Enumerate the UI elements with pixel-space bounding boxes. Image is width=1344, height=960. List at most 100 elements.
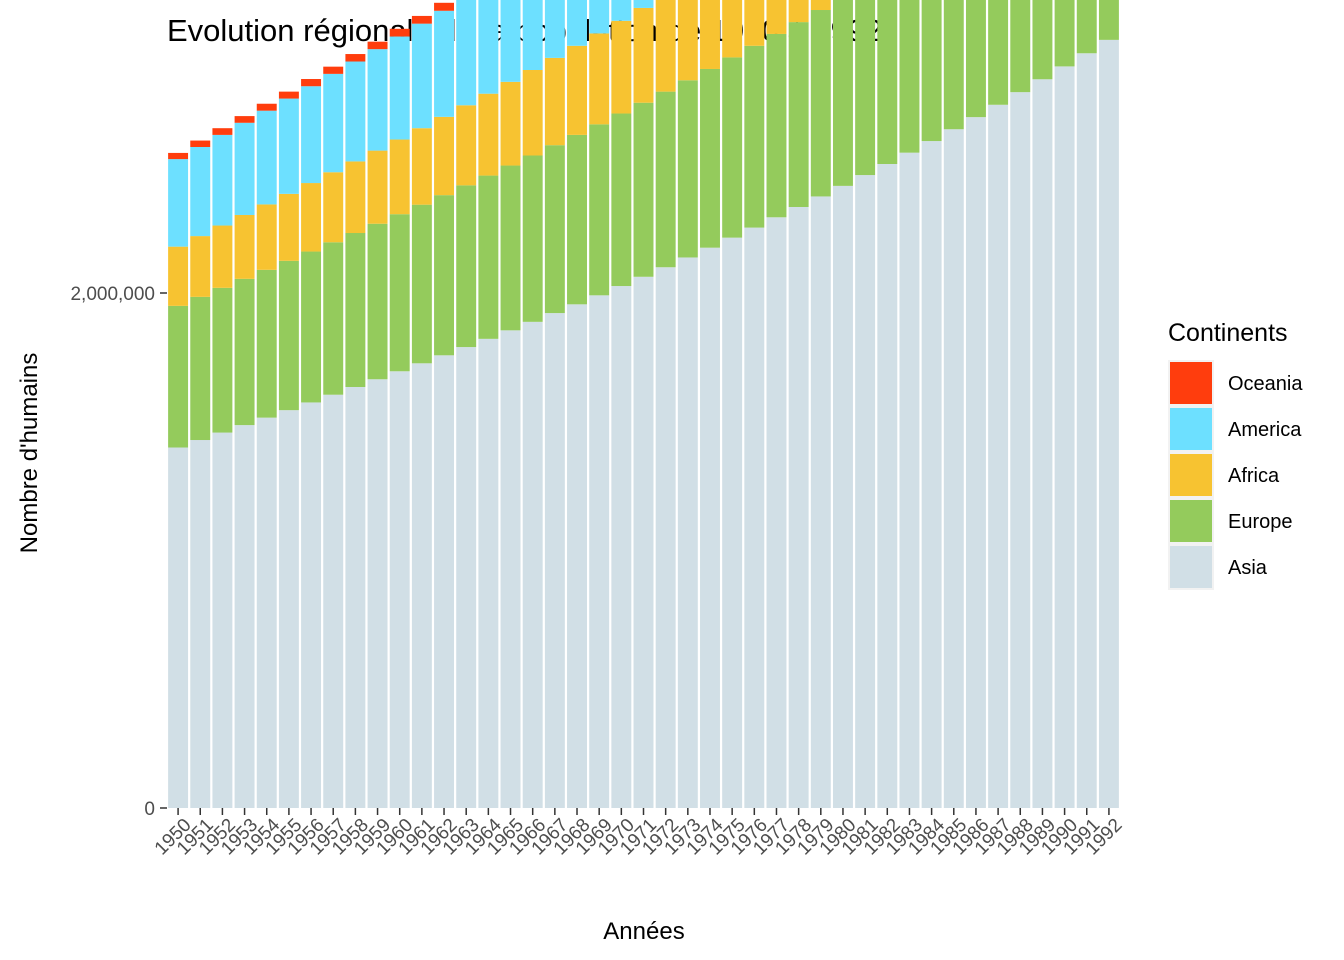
bar-europe-1956 (301, 251, 322, 403)
bar-europe-1986 (965, 0, 986, 118)
bar-europe-1976 (744, 45, 765, 228)
bar-europe-1970 (611, 113, 632, 287)
bar-europe-1989 (1032, 0, 1053, 80)
bar-asia-1982 (877, 163, 898, 809)
bar-america-1951 (190, 147, 211, 237)
bar-asia-1974 (700, 247, 720, 808)
bar-asia-1977 (766, 217, 787, 809)
bar-oceania-1953 (234, 116, 255, 123)
bar-africa-1960 (389, 139, 410, 215)
bar-asia-1972 (655, 267, 676, 808)
bar-europe-1990 (1054, 0, 1075, 67)
bar-asia-1988 (1010, 92, 1031, 808)
bar-asia-1980 (832, 185, 853, 808)
bar-america-1966 (522, 0, 543, 71)
bar-america-1953 (234, 122, 255, 215)
bar-africa-1972 (655, 0, 676, 92)
y-axis: 02,000,0004,000,000 (70, 284, 167, 820)
bar-america-1968 (567, 0, 587, 46)
bar-europe-1979 (810, 10, 831, 197)
bar-europe-1980 (832, 0, 853, 186)
bar-africa-1952 (212, 225, 233, 288)
legend-swatch-africa (1170, 454, 1212, 496)
bar-africa-1950 (168, 246, 189, 306)
bar-asia-1986 (965, 117, 986, 808)
bar-africa-1961 (411, 128, 432, 205)
bar-africa-1974 (700, 0, 720, 69)
bar-asia-1961 (411, 363, 432, 808)
bar-asia-1989 (1032, 79, 1053, 808)
legend-swatch-europe (1170, 500, 1212, 542)
bar-africa-1958 (345, 161, 366, 234)
bar-america-1952 (212, 134, 233, 226)
bar-oceania-1950 (168, 152, 189, 160)
bar-asia-1979 (810, 196, 831, 808)
bar-asia-1984 (921, 141, 942, 808)
y-axis-title: Nombre d'humains (16, 353, 43, 554)
bar-oceania-1959 (367, 41, 388, 50)
bar-europe-1963 (456, 185, 477, 348)
bar-africa-1964 (478, 93, 499, 176)
bar-europe-1953 (234, 278, 255, 426)
bar-europe-1977 (766, 33, 787, 218)
bar-africa-1967 (544, 57, 565, 146)
bar-europe-1966 (522, 155, 543, 322)
bar-africa-1978 (788, 0, 809, 23)
bar-asia-1968 (567, 304, 587, 808)
bar-europe-1985 (943, 0, 964, 130)
bar-america-1962 (434, 10, 455, 117)
bar-europe-1983 (899, 0, 920, 153)
bar-america-1964 (478, 0, 499, 94)
bar-asia-1962 (434, 355, 455, 808)
legend-label-europe: Europe (1228, 511, 1293, 533)
bar-europe-1967 (544, 145, 565, 314)
bar-america-1960 (389, 36, 410, 140)
bar-europe-1984 (921, 0, 942, 142)
bar-america-1970 (611, 0, 632, 21)
bar-asia-1960 (389, 371, 410, 808)
bar-africa-1971 (633, 7, 654, 103)
bar-europe-1959 (367, 223, 388, 380)
bar-europe-1960 (389, 214, 410, 372)
bar-asia-1971 (633, 276, 654, 808)
bar-asia-1963 (456, 347, 477, 808)
bar-asia-1987 (988, 104, 1009, 808)
bar-africa-1975 (722, 0, 743, 58)
bar-america-1967 (544, 0, 565, 58)
bar-asia-1976 (744, 227, 765, 809)
bar-europe-1952 (212, 287, 233, 433)
legend-swatch-oceania (1170, 362, 1212, 404)
legend-label-asia: Asia (1228, 557, 1268, 579)
bar-america-1950 (168, 159, 189, 247)
bar-europe-1955 (278, 260, 299, 411)
bar-asia-1978 (788, 206, 809, 809)
bar-africa-1970 (611, 20, 632, 114)
bar-america-1955 (278, 98, 299, 194)
bar-oceania-1962 (434, 2, 455, 11)
bar-oceania-1956 (301, 79, 322, 87)
bar-europe-1964 (478, 175, 499, 339)
bar-asia-1959 (367, 379, 388, 808)
bar-africa-1966 (522, 70, 543, 156)
bar-europe-1954 (256, 269, 277, 418)
bar-asia-1991 (1076, 53, 1097, 808)
bar-america-1956 (301, 86, 322, 184)
bar-africa-1953 (234, 214, 255, 279)
bar-oceania-1958 (345, 54, 366, 62)
bar-africa-1976 (744, 0, 765, 46)
legend-label-america: America (1228, 419, 1302, 441)
bar-africa-1973 (677, 0, 698, 81)
bar-asia-1965 (500, 330, 521, 808)
bar-oceania-1957 (323, 66, 344, 74)
bar-asia-1967 (544, 313, 565, 808)
bar-asia-1990 (1054, 66, 1075, 808)
bar-asia-1958 (345, 386, 366, 808)
bar-america-1963 (456, 0, 477, 106)
bar-africa-1963 (456, 105, 477, 186)
legend-label-africa: Africa (1228, 465, 1280, 487)
bar-europe-1951 (190, 296, 211, 441)
bar-africa-1968 (567, 45, 587, 135)
bar-asia-1951 (190, 440, 211, 808)
bar-asia-1953 (234, 425, 255, 808)
